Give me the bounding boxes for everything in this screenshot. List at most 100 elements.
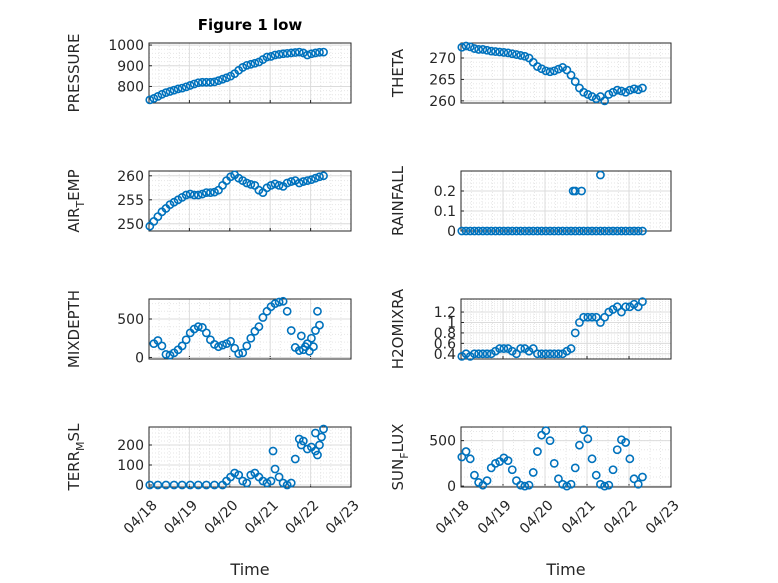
data-point	[461, 226, 471, 236]
data-point	[210, 480, 219, 490]
data-point	[286, 177, 296, 186]
data-point	[579, 312, 589, 322]
data-point	[461, 447, 471, 456]
data-point	[189, 190, 199, 200]
data-point	[577, 186, 586, 196]
data-point	[309, 342, 318, 352]
y-tick-label: 0.4	[434, 347, 456, 363]
data-point	[549, 458, 559, 468]
data-point	[575, 226, 584, 236]
x-tick-label: 04/20	[202, 497, 242, 537]
y-tick-label: 260	[117, 169, 144, 185]
data-point	[633, 85, 643, 95]
data-point	[566, 479, 576, 489]
data-point	[165, 87, 175, 96]
data-point	[274, 297, 284, 307]
data-point	[201, 480, 211, 490]
x-tick-label: 04/19	[475, 497, 515, 537]
data-point	[608, 226, 618, 236]
data-point	[181, 190, 191, 200]
data-point	[238, 348, 248, 358]
data-point	[629, 84, 639, 94]
data-point	[608, 87, 618, 97]
data-point	[558, 479, 568, 489]
data-point	[617, 226, 626, 236]
data-point	[612, 302, 622, 312]
data-point	[520, 481, 530, 491]
data-point	[282, 178, 292, 188]
y-tick-label: 500	[429, 434, 456, 450]
y-label-subscript: M	[74, 441, 87, 451]
data-point	[270, 299, 280, 309]
data-point	[528, 226, 538, 236]
y-label-subscript: F	[398, 452, 411, 458]
y-tick-label: 0.1	[434, 204, 456, 220]
data-point	[457, 452, 467, 462]
data-point	[591, 94, 601, 104]
data-point	[495, 47, 505, 57]
data-point	[189, 79, 199, 89]
y-axis-label: SUNFLUX	[389, 424, 411, 491]
y-tick-label: 1	[447, 315, 456, 331]
data-point	[604, 90, 614, 99]
data-point	[621, 87, 631, 97]
data-point	[612, 445, 622, 455]
data-point	[583, 90, 593, 99]
x-tick-label: 04/18	[433, 497, 473, 537]
data-point	[604, 480, 614, 490]
data-point	[541, 426, 551, 436]
data-point	[591, 470, 601, 480]
data-point	[520, 226, 530, 236]
data-point	[474, 226, 484, 236]
y-label-part: LUX	[389, 424, 407, 453]
y-tick-label: 1000	[108, 38, 144, 54]
data-point	[173, 84, 183, 94]
data-point	[491, 47, 500, 56]
data-point	[274, 49, 284, 59]
data-point	[266, 476, 276, 486]
data-point	[157, 341, 167, 351]
data-point	[286, 48, 296, 58]
data-point	[197, 189, 207, 199]
data-point	[612, 226, 622, 236]
data-point	[633, 479, 643, 489]
data-point	[177, 83, 187, 93]
data-point	[246, 180, 256, 189]
data-point	[575, 440, 584, 450]
data-point	[524, 226, 534, 236]
data-point	[533, 447, 542, 456]
data-point	[520, 51, 530, 61]
data-point	[587, 454, 597, 464]
data-point	[545, 436, 555, 446]
data-point	[507, 226, 517, 236]
data-point	[465, 226, 475, 236]
data-point	[266, 180, 276, 190]
data-point	[465, 454, 475, 464]
data-point	[298, 436, 308, 446]
data-point	[478, 226, 488, 236]
y-axis-label: PRESSURE	[65, 34, 83, 113]
data-point	[587, 312, 597, 322]
data-point	[516, 344, 526, 353]
data-point	[541, 66, 551, 76]
data-point	[617, 86, 626, 96]
scatter-series	[457, 170, 647, 236]
data-point	[218, 74, 227, 84]
data-point	[270, 50, 280, 60]
data-point	[201, 77, 211, 87]
data-point	[290, 454, 300, 464]
data-point	[242, 341, 252, 351]
subplot-sun_flux: 04/18 04/19 04/20 04/21 04/22 04/23 0 500 SUNFLU…	[389, 424, 683, 538]
data-point	[562, 65, 572, 75]
data-point	[298, 177, 308, 186]
data-point	[495, 344, 505, 353]
data-point	[307, 49, 316, 59]
y-tick-label: 0.2	[434, 184, 456, 200]
data-point	[319, 424, 328, 434]
data-point	[201, 328, 211, 338]
data-point	[157, 89, 167, 99]
data-point	[482, 476, 492, 486]
data-point	[633, 226, 643, 236]
data-point	[491, 226, 500, 236]
data-point	[470, 226, 479, 236]
